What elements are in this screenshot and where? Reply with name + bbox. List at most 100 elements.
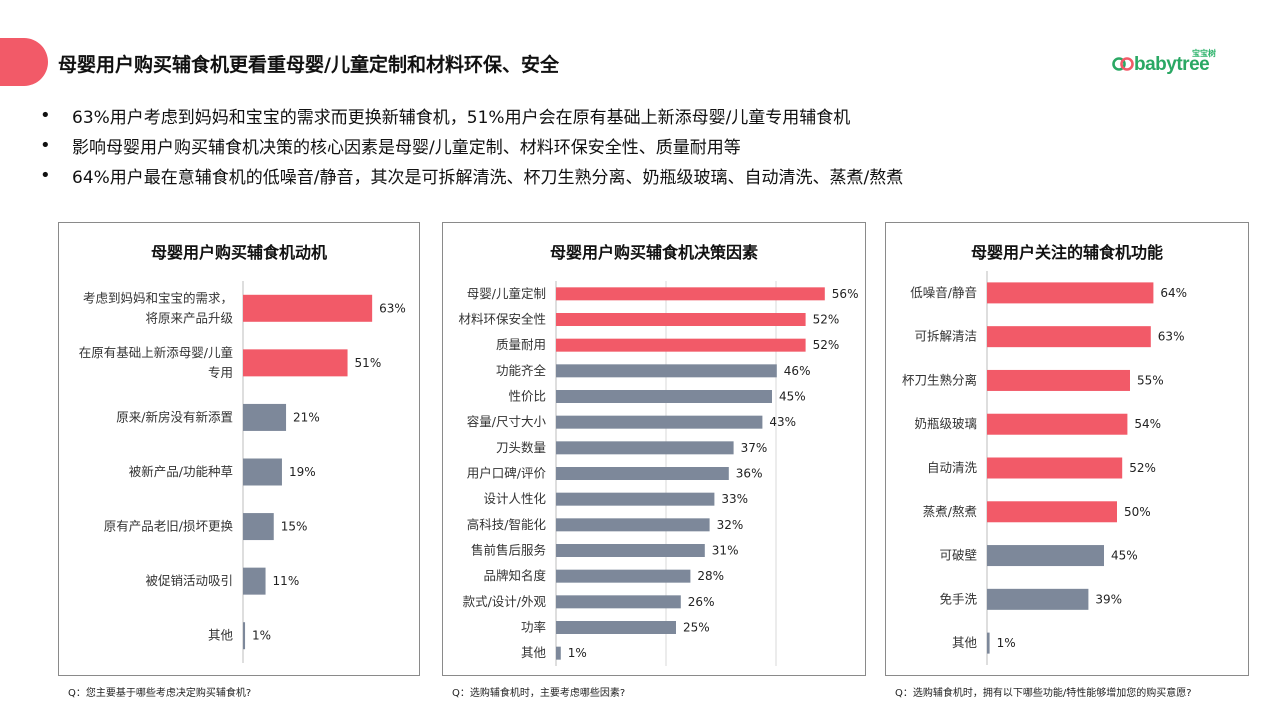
bar	[987, 501, 1117, 523]
data-label: 1%	[252, 629, 271, 643]
chart-title: 母婴用户购买辅食机决策因素	[549, 243, 758, 262]
bullet-item: • 63%用户考虑到妈妈和宝宝的需求而更换新辅食机，51%用户会在原有基础上新添母…	[40, 100, 1260, 130]
category-label: 杯刀生熟分离	[902, 372, 977, 387]
category-label: 将原来产品升级	[145, 310, 233, 325]
data-label: 56%	[832, 287, 859, 301]
data-label: 52%	[813, 338, 840, 352]
data-label: 43%	[769, 415, 796, 429]
category-label: 容量/尺寸大小	[467, 414, 547, 429]
page-title: 母婴用户购买辅食机更看重母婴/儿童定制和材料环保、安全	[58, 54, 559, 76]
data-label: 63%	[379, 301, 406, 315]
category-label: 其他	[521, 645, 547, 660]
data-label: 39%	[1095, 592, 1122, 606]
data-label: 52%	[813, 313, 840, 327]
category-label: 被新产品/功能种草	[129, 464, 233, 479]
bar	[556, 467, 729, 480]
bar	[556, 338, 806, 352]
bar	[556, 313, 806, 326]
category-label: 考虑到妈妈和宝宝的需求，	[83, 290, 233, 305]
category-label: 设计人性化	[483, 491, 546, 506]
chart-functions: 64% 低噪音/静音 63% 可拆解清洁 55% 杯刀生熟分离 54% 奶瓶级玻璃 52% 自动清…	[902, 271, 1187, 665]
category-label: 自动清洗	[927, 460, 978, 475]
bullet-dot-icon: •	[40, 164, 51, 186]
data-label: 19%	[289, 465, 316, 479]
bar	[987, 457, 1123, 479]
data-label: 52%	[1129, 461, 1156, 475]
bullet-item: • 影响母婴用户购买辅食机决策的核心因素是母婴/儿童定制、材料环保安全性、质量耐用…	[40, 130, 1260, 160]
data-label: 36%	[736, 467, 763, 481]
category-label: 其他	[208, 628, 234, 643]
data-label: 32%	[717, 518, 744, 532]
bar	[556, 595, 681, 609]
bullet-dot-icon: •	[40, 104, 51, 126]
data-label: 1%	[568, 646, 587, 660]
summary-bullets: • 63%用户考虑到妈妈和宝宝的需求而更换新辅食机，51%用户会在原有基础上新添母…	[40, 100, 1260, 190]
bar	[556, 415, 763, 429]
bar	[987, 282, 1154, 304]
category-label: 售前售后服务	[471, 543, 546, 558]
category-label: 母婴/儿童定制	[467, 286, 546, 301]
category-label: 原来/新房没有新添置	[116, 409, 233, 424]
chart-panel-motivation: 母婴用户购买辅食机动机 63% 考虑到妈妈和宝宝的需求， 将原来产品升级 51% 在原有…	[58, 222, 420, 676]
data-label: 63%	[1158, 330, 1185, 344]
bar	[556, 287, 825, 301]
bullet-text: 63%用户考虑到妈妈和宝宝的需求而更换新辅食机，51%用户会在原有基础上新添母婴…	[72, 107, 851, 128]
category-label: 在原有基础上新添母婴/儿童	[79, 345, 233, 360]
category-label: 功率	[521, 620, 546, 635]
question-note: Q：您主要基于哪些考虑决定购买辅食机?	[68, 688, 252, 699]
bullet-text: 影响母婴用户购买辅食机决策的核心因素是母婴/儿童定制、材料环保安全性、质量耐用等	[72, 137, 741, 158]
bar	[987, 588, 1089, 610]
bar	[556, 544, 705, 557]
data-label: 45%	[1111, 549, 1138, 563]
bar	[243, 349, 348, 377]
bullet-item: • 64%用户最在意辅食机的低噪音/静音，其次是可拆解清洗、杯刀生熟分离、奶瓶级玻…	[40, 160, 1260, 190]
category-label: 免手洗	[939, 591, 977, 606]
data-label: 28%	[697, 569, 724, 583]
question-note: Q：选购辅食机时，拥有以下哪些功能/特性能够增加您的购买意愿?	[895, 688, 1192, 699]
category-label: 原有产品老旧/损坏更换	[104, 519, 234, 534]
category-label: 低噪音/静音	[910, 285, 977, 300]
category-label: 品牌知名度	[483, 568, 546, 583]
bar	[987, 413, 1128, 435]
data-label: 54%	[1134, 417, 1161, 431]
chart-title: 母婴用户关注的辅食机功能	[970, 243, 1163, 262]
category-label: 功能齐全	[496, 363, 547, 378]
bar	[556, 621, 676, 634]
bar	[556, 364, 777, 378]
bar	[243, 458, 282, 486]
logo-subtext: 宝宝树	[1192, 49, 1216, 58]
data-label: 55%	[1137, 373, 1164, 387]
category-label: 其他	[952, 635, 978, 650]
bar	[987, 545, 1104, 567]
title-accent-pill	[0, 38, 48, 86]
babytree-logo: babytree 宝宝树	[1112, 48, 1222, 78]
data-label: 26%	[688, 595, 715, 609]
bar	[556, 518, 710, 532]
bar	[987, 326, 1151, 348]
category-label: 用户口碑/评价	[467, 466, 547, 481]
category-label: 专用	[208, 365, 233, 380]
bar	[556, 390, 772, 403]
chart-motivation: 63% 考虑到妈妈和宝宝的需求， 将原来产品升级 51% 在原有基础上新添母婴/儿童专用…	[79, 281, 406, 663]
chart-title: 母婴用户购买辅食机动机	[150, 243, 327, 262]
chart-panel-decision-factors: 母婴用户购买辅食机决策因素 56% 母婴/儿童定制 52% 材料环保安全性 52% 质量耐…	[442, 222, 866, 676]
category-label: 性价比	[508, 389, 546, 404]
bar	[243, 513, 274, 541]
logo-wordmark: babytree	[1134, 54, 1210, 75]
data-label: 33%	[721, 492, 748, 506]
bar	[556, 569, 691, 583]
category-label: 可破壁	[939, 548, 977, 563]
bullet-text: 64%用户最在意辅食机的低噪音/静音，其次是可拆解清洗、杯刀生熟分离、奶瓶级玻璃…	[72, 167, 904, 188]
category-label: 款式/设计/外观	[463, 594, 547, 609]
bar	[556, 646, 561, 660]
bar	[243, 403, 287, 431]
data-label: 46%	[784, 364, 811, 378]
chart-decision-factors: 56% 母婴/儿童定制 52% 材料环保安全性 52% 质量耐用 46% 功能齐全 45% 性价比…	[458, 281, 859, 666]
category-label: 质量耐用	[496, 337, 546, 352]
data-label: 31%	[712, 544, 739, 558]
data-label: 11%	[273, 574, 300, 588]
bar	[556, 492, 715, 506]
data-label: 21%	[293, 410, 320, 424]
category-label: 被促销活动吸引	[145, 573, 233, 588]
category-label: 高科技/智能化	[467, 517, 547, 532]
